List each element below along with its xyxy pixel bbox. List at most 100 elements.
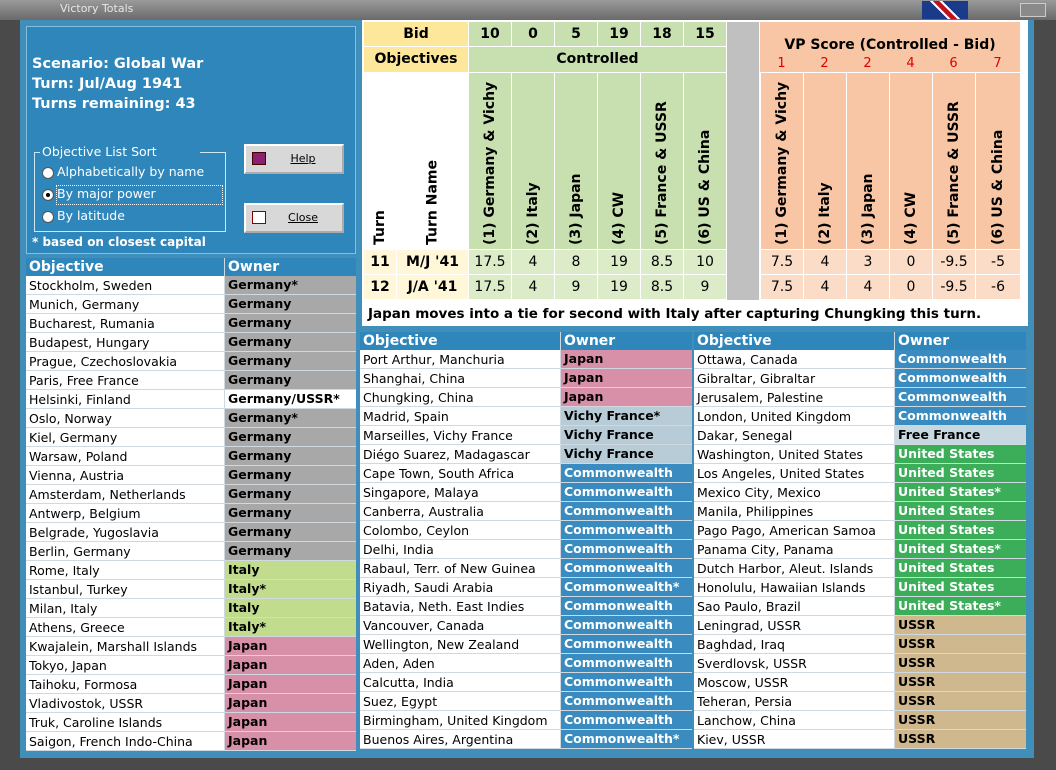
owner-cell: USSR (895, 692, 1026, 710)
info-text: Turn: Jul/Aug 1941 (32, 76, 183, 92)
column-header: Owner (561, 332, 692, 350)
radio-button[interactable] (42, 211, 54, 223)
radio-button[interactable] (42, 167, 54, 179)
turn-name-cell: M/J '41 (397, 250, 468, 274)
button-icon (252, 211, 266, 224)
owner-cell: United States* (895, 597, 1026, 615)
controlled-header: (5) France & USSR (641, 73, 683, 249)
vp-cell: -9.5 (933, 275, 975, 299)
objective-cell: Mexico City, Mexico (694, 483, 894, 501)
owner-cell: Japan (225, 675, 356, 693)
owner-cell: Japan (561, 388, 692, 406)
objective-cell: Taihoku, Formosa (26, 675, 224, 693)
objective-cell: Leningrad, USSR (694, 616, 894, 634)
owner-cell: United States (895, 559, 1026, 577)
owner-cell: Germany (225, 314, 356, 332)
radio-label[interactable]: By latitude (57, 208, 125, 223)
objective-cell: Moscow, USSR (694, 673, 894, 691)
objective-cell: Oslo, Norway (26, 409, 224, 427)
owner-cell: Japan (225, 732, 356, 750)
bid-cell: 0 (512, 22, 554, 46)
vp-cell: 0 (890, 250, 932, 274)
owner-cell: Commonwealth (561, 711, 692, 729)
owner-cell: USSR (895, 673, 1026, 691)
controlled-cell: 17.5 (469, 275, 511, 299)
objective-cell: Diégo Suarez, Madagascar (360, 445, 560, 463)
objective-cell: Rabaul, Terr. of New Guinea (360, 559, 560, 577)
owner-cell: United States (895, 445, 1026, 463)
bid-cell: 19 (598, 22, 640, 46)
objective-cell: Shanghai, China (360, 369, 560, 387)
owner-cell: USSR (895, 654, 1026, 672)
owner-cell: United States (895, 578, 1026, 596)
controlled-header: (1) Germany & Vichy (469, 73, 511, 249)
objective-cell: Belgrade, Yugoslavia (26, 523, 224, 541)
owner-cell: Germany (225, 466, 356, 484)
owner-cell: Commonwealth (561, 502, 692, 520)
objective-cell: Riyadh, Saudi Arabia (360, 578, 560, 596)
controlled-header: (6) US & China (684, 73, 726, 249)
column-header: Objective (360, 332, 560, 350)
owner-cell: Germany (225, 295, 356, 313)
objective-cell: Sao Paulo, Brazil (694, 597, 894, 615)
objective-cell: Washington, United States (694, 445, 894, 463)
bid-cell: 18 (641, 22, 683, 46)
owner-cell: Germany (225, 428, 356, 446)
owner-cell: Germany (225, 352, 356, 370)
radio-button[interactable] (42, 189, 54, 201)
flag-icon (922, 1, 968, 19)
controlled-header: (2) Italy (512, 73, 554, 249)
objective-cell: Prague, Czechoslovakia (26, 352, 224, 370)
objective-cell: Berlin, Germany (26, 542, 224, 560)
column-header: Objective (694, 332, 894, 350)
objective-cell: Suez, Egypt (360, 692, 560, 710)
radio-label[interactable]: Alphabetically by name (57, 164, 205, 179)
column-header: Owner (895, 332, 1026, 350)
objective-cell: Ottawa, Canada (694, 350, 894, 368)
owner-cell: Germany (225, 447, 356, 465)
vp-cell: -9.5 (933, 250, 975, 274)
objective-cell: Honolulu, Hawaiian Islands (694, 578, 894, 596)
objective-cell: Vancouver, Canada (360, 616, 560, 634)
owner-cell: United States* (895, 540, 1026, 558)
objective-cell: Panama City, Panama (694, 540, 894, 558)
objective-cell: Warsaw, Poland (26, 447, 224, 465)
owner-cell: Germany* (225, 409, 356, 427)
objective-cell: Paris, Free France (26, 371, 224, 389)
button[interactable]: Close (244, 203, 344, 233)
message: Japan moves into a tie for second with I… (368, 306, 982, 322)
rank: 1 (777, 56, 786, 71)
vp-cell: 4 (804, 275, 846, 299)
objective-cell: Kwajalein, Marshall Islands (26, 637, 224, 655)
objective-cell: Madrid, Spain (360, 407, 560, 425)
controlled-label: Controlled (469, 47, 726, 72)
objective-cell: Batavia, Neth. East Indies (360, 597, 560, 615)
vp-cell: 4 (804, 250, 846, 274)
owner-cell: Japan (225, 656, 356, 674)
objective-cell: Sverdlovsk, USSR (694, 654, 894, 672)
objective-cell: Dutch Harbor, Aleut. Islands (694, 559, 894, 577)
objective-cell: Milan, Italy (26, 599, 224, 617)
objective-cell: Amsterdam, Netherlands (26, 485, 224, 503)
owner-cell: United States (895, 502, 1026, 520)
owner-cell: Commonwealth (561, 540, 692, 558)
vp-header: (6) US & China (976, 73, 1020, 249)
sort-legend: Objective List Sort (40, 144, 200, 160)
owner-cell: United States (895, 521, 1026, 539)
objective-cell: Calcutta, India (360, 673, 560, 691)
turn-name-cell: J/A '41 (397, 275, 468, 299)
owner-cell: Commonwealth* (561, 730, 692, 748)
objective-cell: Los Angeles, United States (694, 464, 894, 482)
objective-cell: Kiel, Germany (26, 428, 224, 446)
owner-cell: Japan (561, 350, 692, 368)
owner-cell: Commonwealth (561, 521, 692, 539)
owner-cell: Commonwealth (895, 350, 1026, 368)
rank: 7 (993, 56, 1002, 71)
objective-cell: Baghdad, Iraq (694, 635, 894, 653)
owner-cell: Commonwealth (561, 654, 692, 672)
radio-label[interactable]: By major power (56, 185, 223, 205)
objective-cell: Delhi, India (360, 540, 560, 558)
owner-cell: Commonwealth* (561, 578, 692, 596)
objective-cell: London, United Kingdom (694, 407, 894, 425)
title-bar (0, 0, 1056, 20)
